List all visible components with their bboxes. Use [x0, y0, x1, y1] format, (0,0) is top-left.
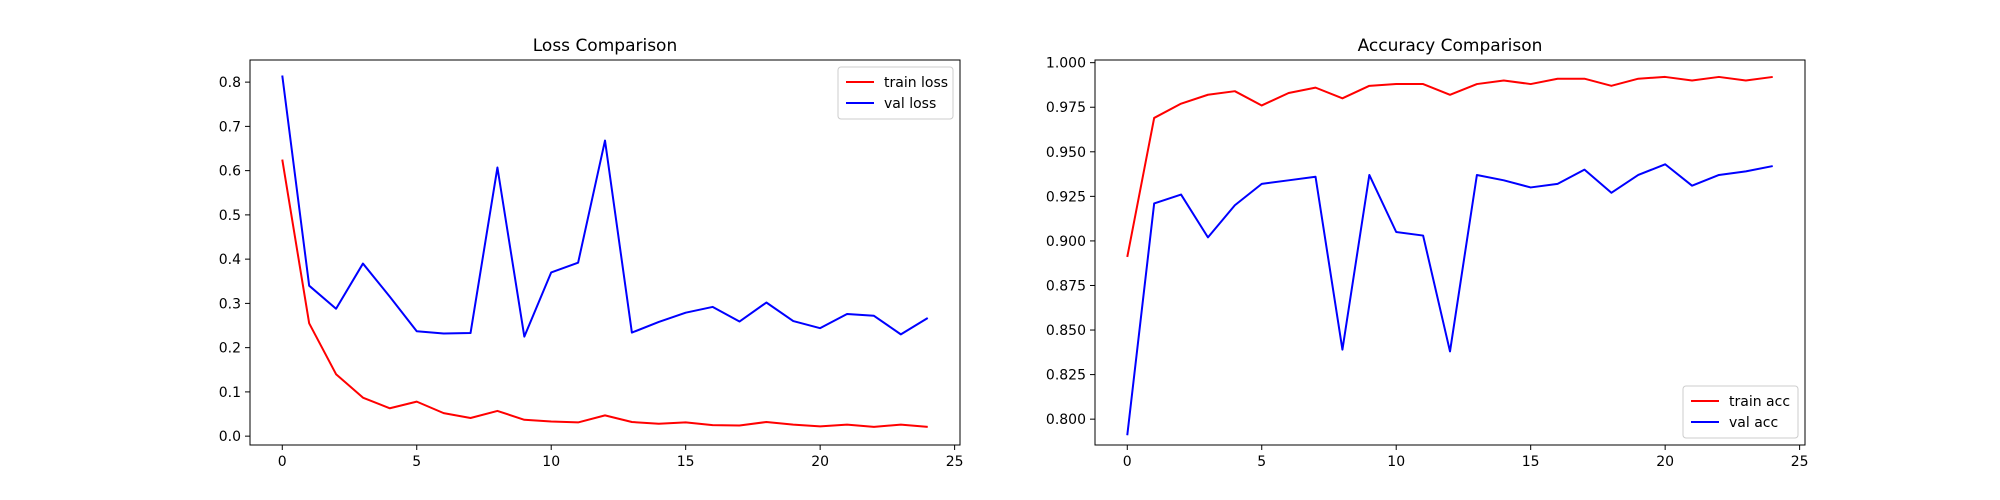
y-tick-label: 0.0 [219, 429, 241, 445]
x-tick-label: 0 [278, 454, 287, 470]
legend: train acc val acc [1682, 385, 1799, 439]
y-tick-label: 0.975 [1046, 100, 1086, 116]
accuracy-chart: Accuracy Comparison 0 5 10 15 20 25 0.800 0.825… [1046, 36, 1809, 470]
legend-label: train acc [1729, 394, 1790, 410]
y-tick-label: 0.875 [1046, 278, 1086, 294]
legend-label: val acc [1729, 415, 1778, 431]
y-tick-label: 0.6 [219, 164, 241, 180]
y-tick-label: 0.800 [1046, 412, 1086, 428]
chart-title: Loss Comparison [533, 36, 677, 56]
y-tick-label: 0.3 [219, 296, 241, 312]
series-line-train-loss [281, 159, 928, 428]
x-tick-label: 15 [677, 454, 695, 470]
series-line-val-acc [1126, 163, 1773, 436]
x-tick-label: 10 [542, 454, 560, 470]
y-tick-label: 0.825 [1046, 368, 1086, 384]
series-line-train-acc [1126, 75, 1773, 258]
x-tick-label: 5 [412, 454, 421, 470]
y-tick-label: 0.2 [219, 341, 241, 357]
x-tick-label: 20 [811, 454, 829, 470]
y-tick-label: 0.900 [1046, 234, 1086, 250]
y-tick-label: 0.5 [219, 208, 241, 224]
loss-chart: Loss Comparison 0 5 10 15 20 25 0.0 0.1 0.2 0.3 0.… [219, 36, 964, 470]
axes-frame [1094, 59, 1806, 446]
axes-frame [249, 59, 961, 446]
legend-box [837, 66, 954, 120]
y-tick-label: 0.950 [1046, 145, 1086, 161]
y-tick-label: 1.000 [1046, 56, 1086, 72]
series-line-val-loss [281, 75, 929, 338]
x-tick-label: 0 [1123, 454, 1132, 470]
y-tick-label: 0.925 [1046, 189, 1086, 205]
y-tick-label: 0.1 [219, 385, 241, 401]
x-tick-label: 25 [946, 454, 964, 470]
y-tick-label: 0.8 [219, 75, 241, 91]
legend-label: val loss [884, 96, 936, 112]
legend: train loss val loss [837, 66, 954, 120]
x-tick-label: 15 [1522, 454, 1540, 470]
y-tick-label: 0.7 [219, 119, 241, 135]
x-tick-label: 20 [1656, 454, 1674, 470]
chart-title: Accuracy Comparison [1358, 36, 1543, 56]
y-tick-label: 0.4 [219, 252, 241, 268]
y-tick-label: 0.850 [1046, 323, 1086, 339]
x-tick-label: 5 [1257, 454, 1266, 470]
legend-box [1682, 385, 1799, 439]
x-tick-label: 10 [1387, 454, 1405, 470]
x-tick-label: 25 [1791, 454, 1809, 470]
legend-label: train loss [884, 75, 948, 91]
